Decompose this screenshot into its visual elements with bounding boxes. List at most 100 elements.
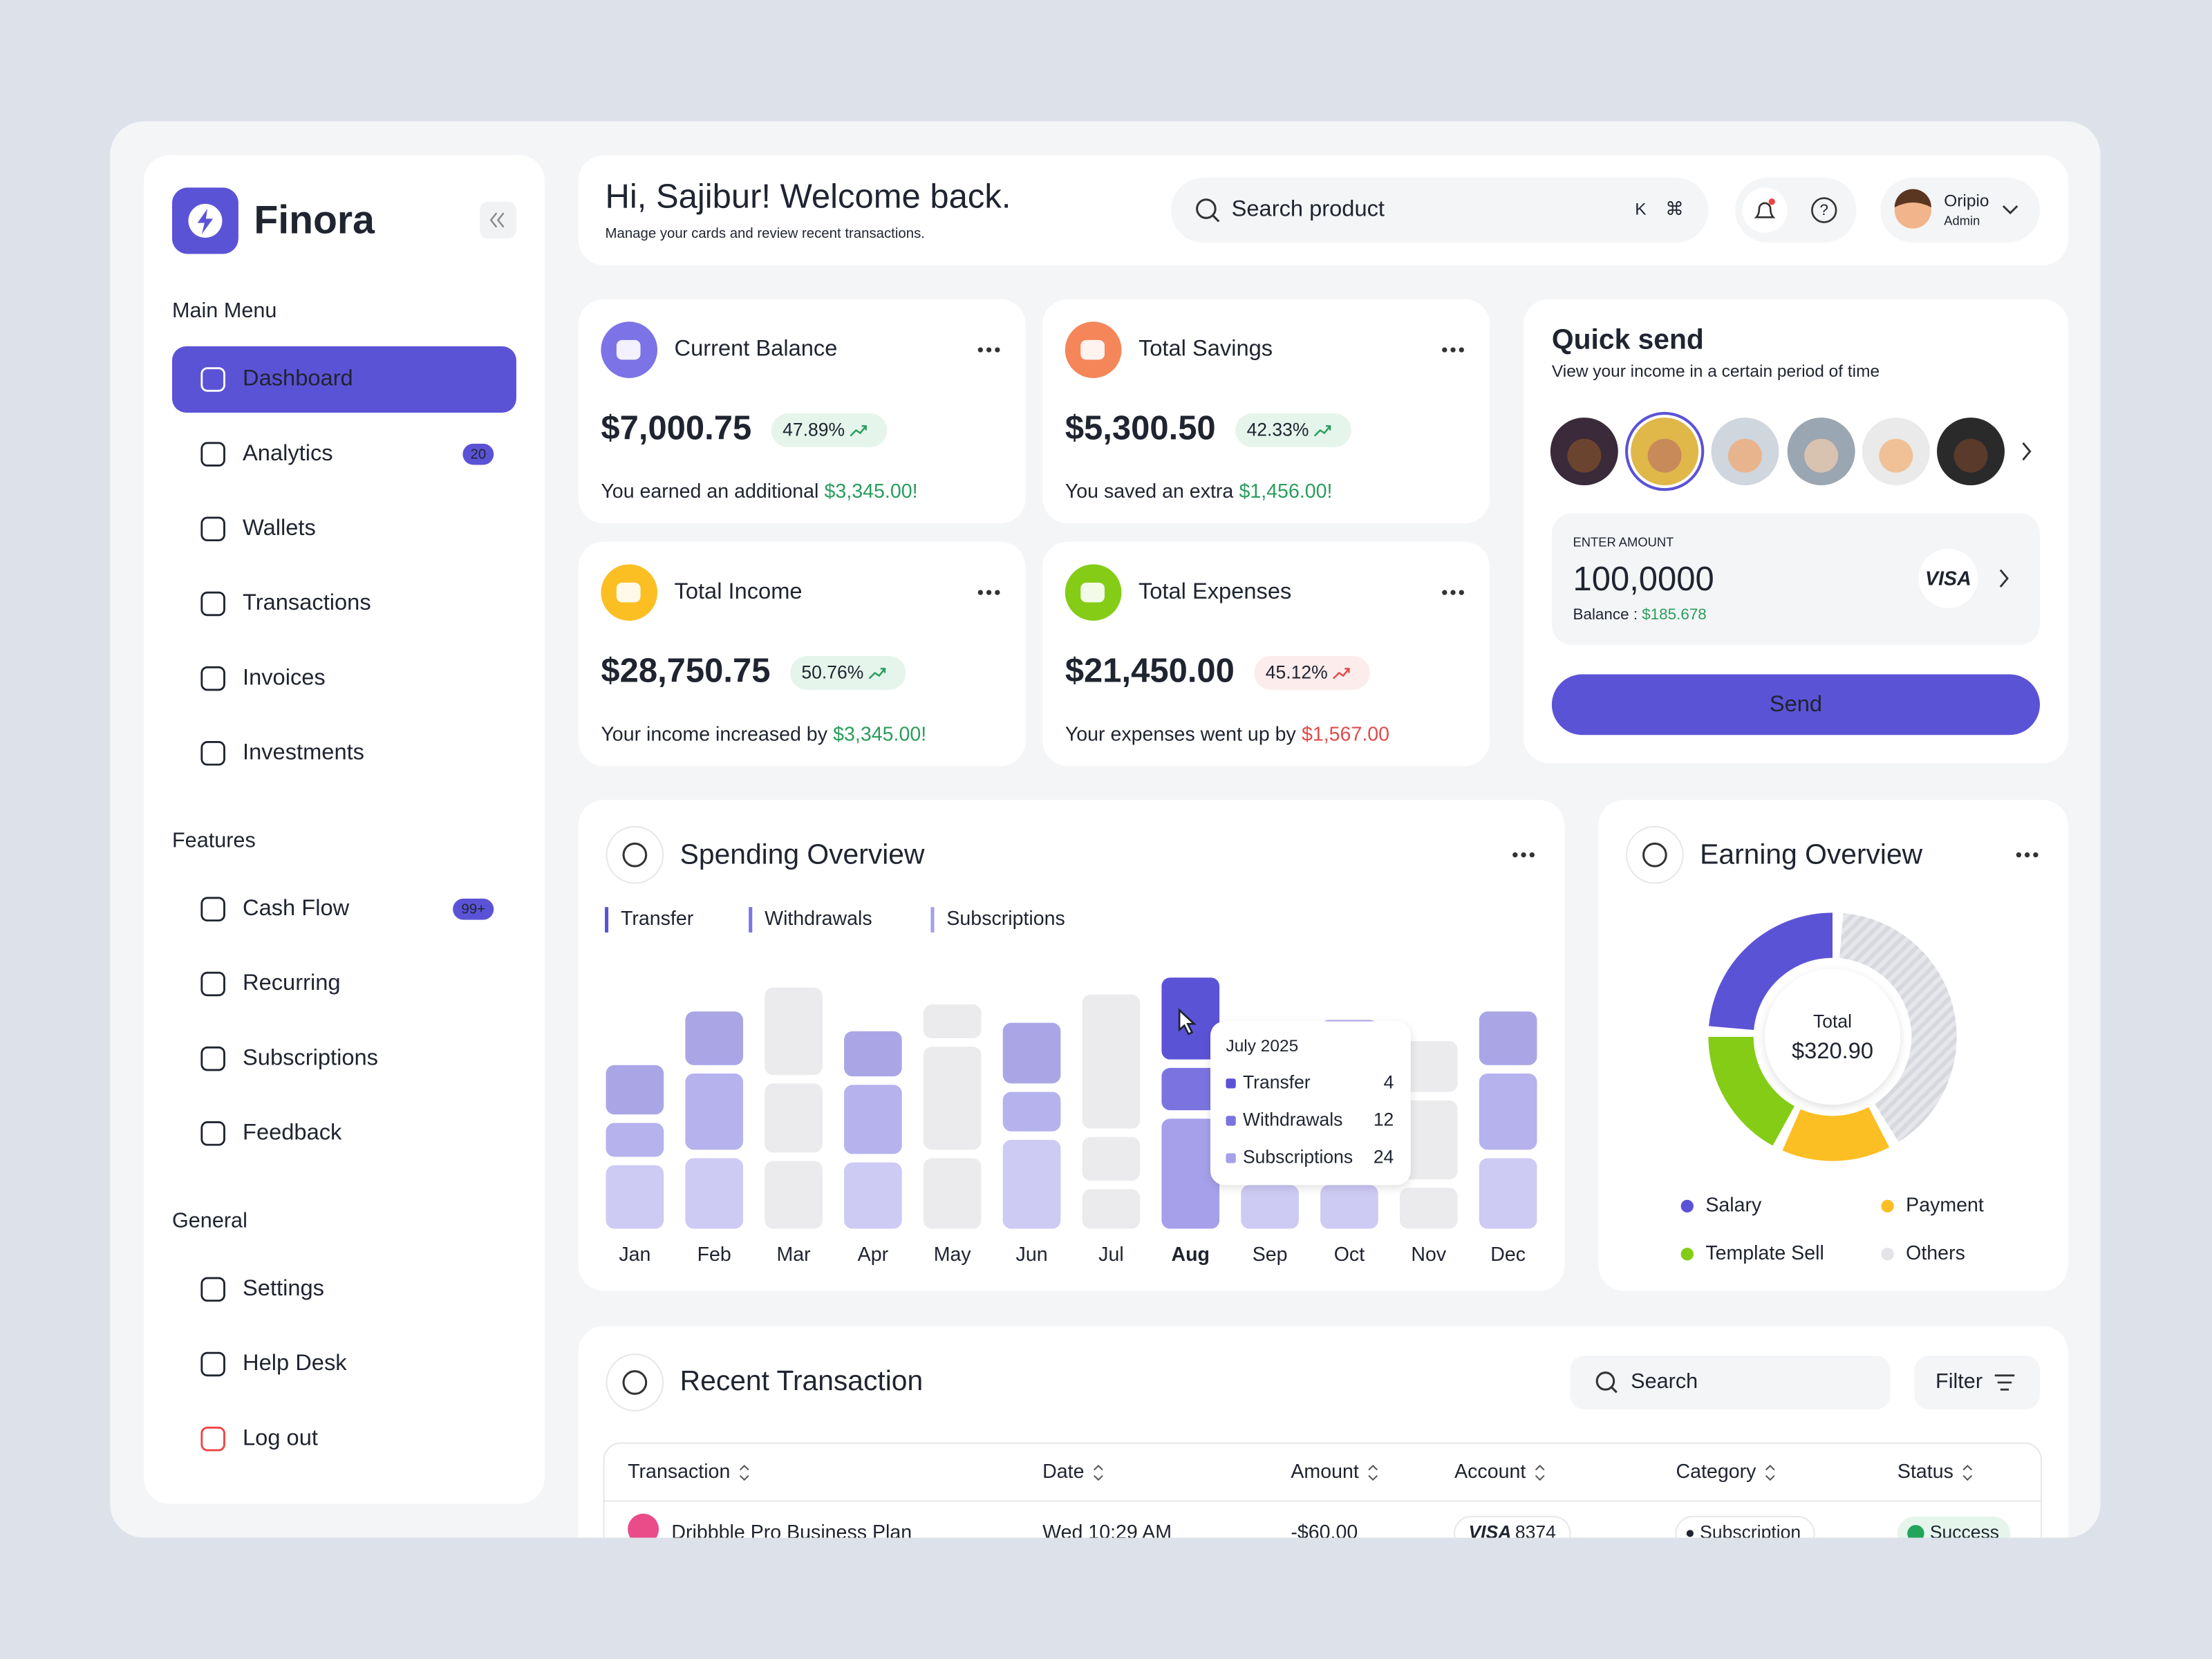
x-tick-label: Oct	[1334, 1244, 1365, 1266]
menu-item[interactable]: Investments	[243, 738, 364, 764]
menu-icon	[200, 1277, 225, 1302]
table-search[interactable]	[1570, 1356, 1891, 1409]
bar-segment	[606, 1165, 664, 1229]
cell-card-brand: VISA	[1468, 1521, 1511, 1542]
menu-item[interactable]: Wallets	[243, 514, 316, 540]
menu-icon	[200, 741, 225, 766]
more-dot	[995, 590, 1000, 595]
donut-segment	[1709, 912, 1833, 1031]
help-button[interactable]	[1811, 197, 1837, 223]
bar-segment	[1002, 1022, 1061, 1084]
x-tick-label: Sep	[1253, 1244, 1288, 1266]
menu-section-title: Main Menu	[172, 299, 276, 322]
cell-status: Success	[1930, 1521, 1999, 1542]
stat-change-pill	[790, 655, 906, 690]
notification-button[interactable]	[1742, 187, 1788, 233]
menu-item[interactable]: Feedback	[243, 1118, 342, 1144]
sort-icon[interactable]	[739, 1464, 749, 1481]
stat-change: 45.12%	[1266, 662, 1328, 683]
menu-item[interactable]: Help Desk	[243, 1349, 347, 1375]
panel-icon	[606, 825, 664, 884]
send-button[interactable]	[1551, 674, 2041, 735]
stat-card	[578, 299, 1026, 524]
menu-item[interactable]: Cash Flow	[243, 894, 350, 920]
contact-face	[1804, 438, 1839, 473]
x-tick-label: Feb	[697, 1244, 731, 1266]
donut-total-label: Total	[1813, 1011, 1852, 1032]
column-header: Status	[1897, 1461, 1953, 1483]
legend-dot	[1680, 1248, 1694, 1261]
menu-badge	[453, 899, 494, 920]
menu-badge-text: 20	[470, 447, 486, 462]
menu-badge	[462, 443, 494, 465]
menu-item[interactable]: Log out	[243, 1424, 318, 1450]
menu-item[interactable]: Transactions	[243, 589, 371, 615]
cell: Subscription	[1700, 1521, 1801, 1542]
bar-segment	[923, 1158, 982, 1229]
help-glyph: ?	[1820, 201, 1828, 218]
stat-title: Total Savings	[1138, 335, 1273, 361]
sort-icon[interactable]	[1962, 1464, 1973, 1481]
cursor	[1178, 1008, 1197, 1035]
stat-value: $5,300.50	[1065, 409, 1216, 447]
amount-label: ENTER AMOUNT	[1573, 535, 1674, 550]
more-dot	[2024, 852, 2030, 858]
search-icon	[1196, 198, 1217, 219]
sort-icon[interactable]	[1094, 1464, 1103, 1481]
avatar-ring	[1625, 411, 1705, 491]
x-tick-label: Jan	[619, 1244, 650, 1266]
x-tick-label: Mar	[776, 1244, 811, 1266]
bar-segment	[606, 1065, 664, 1115]
search-icon	[1595, 1371, 1615, 1391]
menu-item[interactable]: Analytics	[243, 440, 333, 465]
sort-icon[interactable]	[1765, 1464, 1775, 1481]
stat-note: You saved an extra $1,456.00!	[1065, 480, 1333, 503]
menu-icon	[200, 1046, 225, 1071]
bar-segment	[1320, 1185, 1378, 1229]
stat-value: $7,000.75	[601, 409, 751, 447]
legend-label: Withdrawals	[765, 908, 872, 930]
amount-chevron	[1999, 569, 2009, 588]
stat-title: Total Expenses	[1138, 578, 1291, 603]
menu-item[interactable]: Invoices	[243, 664, 326, 689]
card-badge	[1918, 548, 1978, 608]
bar-segment	[765, 987, 823, 1076]
quick-send-title: Quick send	[1552, 324, 1704, 355]
x-tick-label: Dec	[1490, 1244, 1526, 1266]
bar-segment	[1161, 977, 1220, 1060]
legend-label: Others	[1906, 1242, 1965, 1264]
bar-segment	[765, 1161, 823, 1229]
filter-button[interactable]	[1914, 1356, 2041, 1409]
menu-icon	[200, 591, 225, 617]
menu-item[interactable]: Dashboard	[243, 365, 353, 391]
cell: -$60.00	[1291, 1521, 1358, 1544]
bell-dot	[1768, 198, 1775, 205]
panel-icon-glyph	[1642, 842, 1667, 868]
menu-item-active[interactable]	[171, 346, 516, 413]
shortcut-key: K	[1635, 200, 1647, 219]
donut-center	[1765, 969, 1900, 1105]
menu-item[interactable]: Settings	[243, 1275, 324, 1300]
bar-segment	[685, 1158, 744, 1229]
stat-value: $28,750.75	[601, 652, 770, 689]
stat-change: 50.76%	[801, 662, 863, 683]
more-dot	[1450, 590, 1456, 595]
user-role: Admin	[1944, 213, 1980, 227]
bar-segment	[765, 1083, 823, 1153]
send-button-label: Send	[1770, 691, 1822, 716]
x-tick-label: May	[934, 1244, 972, 1266]
stat-icon-glyph	[1080, 582, 1105, 603]
sort-icon[interactable]	[1535, 1464, 1545, 1481]
stat-note-amount: $1,567.00	[1302, 723, 1389, 745]
menu-item[interactable]: Recurring	[243, 969, 340, 995]
panel-icon	[606, 1353, 664, 1412]
tooltip-value: 12	[1374, 1109, 1394, 1130]
search-box[interactable]	[1170, 178, 1709, 243]
tooltip-title: July 2025	[1226, 1037, 1298, 1056]
menu-item[interactable]: Subscriptions	[243, 1044, 378, 1069]
sort-icon[interactable]	[1368, 1464, 1378, 1481]
bar-segment	[1479, 1074, 1537, 1150]
contact-face	[1879, 438, 1913, 473]
bar-segment	[844, 1162, 902, 1229]
